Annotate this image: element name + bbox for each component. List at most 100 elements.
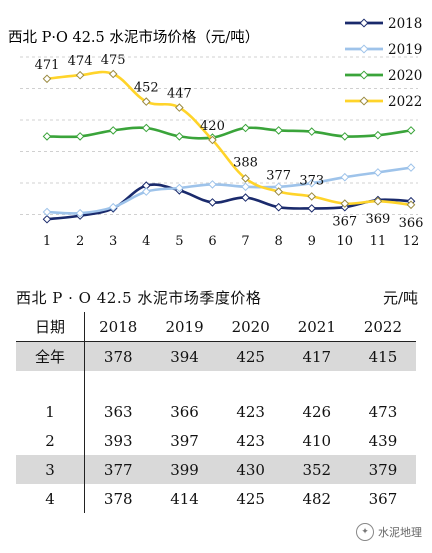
- table-cell: 379: [349, 455, 416, 484]
- data-point-2022-8: [274, 187, 283, 196]
- table-row-q4: 4 378 414 425 482 367: [16, 484, 416, 513]
- row-label: 3: [16, 455, 85, 484]
- data-point-2022-4: [141, 97, 151, 106]
- data-point-2019-5: [175, 183, 184, 193]
- data-point-2018-6: [208, 198, 217, 207]
- data-label-1: 471: [35, 58, 60, 73]
- data-point-2020-4: [141, 123, 151, 133]
- table-cell: 393: [103, 431, 133, 450]
- row-label: 2: [16, 426, 85, 455]
- x-tick-label: 3: [109, 234, 117, 249]
- data-point-2020-11: [373, 130, 383, 140]
- spacer-cell: [85, 371, 152, 397]
- data-point-2022-3: [108, 69, 118, 79]
- row-label: 全年: [16, 341, 85, 371]
- x-tick-label: 4: [142, 234, 150, 249]
- chart-legend: 2018 2019 2020 2022: [345, 16, 422, 110]
- x-tick-label: 11: [370, 234, 387, 249]
- data-label-6: 420: [200, 119, 225, 134]
- table-row-q3: 3 377 399 430 352 379: [16, 455, 416, 484]
- table-cell: 430: [217, 455, 284, 484]
- data-label-8: 377: [266, 169, 291, 184]
- table-cell: 410: [302, 431, 332, 450]
- x-tick-label: 10: [337, 234, 354, 249]
- x-tick-label: 1: [43, 234, 51, 249]
- table-title: 西北 P · O 42.5 水泥市场季度价格: [16, 289, 262, 307]
- data-label-12: 366: [399, 216, 424, 231]
- table-header-row: 日期 2018 2019 2020 2021 2022: [16, 312, 416, 342]
- legend-marker: [359, 18, 369, 28]
- x-tick-label: 2: [76, 234, 84, 249]
- table-cell: 482: [302, 489, 332, 508]
- data-point-2019-9: [307, 178, 317, 188]
- table-cell: 399: [151, 455, 218, 484]
- legend-label: 2022: [388, 94, 422, 110]
- data-point-2020-5: [175, 132, 184, 141]
- table-cell: 423: [236, 431, 265, 450]
- series-line-2019: [46, 166, 412, 215]
- table-cell: 439: [368, 431, 398, 450]
- table-cell: 415: [349, 341, 416, 371]
- data-point-2020-7: [241, 123, 250, 133]
- data-point-2019-3: [108, 202, 118, 212]
- data-label-10: 367: [332, 215, 357, 230]
- data-point-2022-11: [373, 196, 383, 206]
- quarterly-price-table: 日期 2018 2019 2020 2021 2022 全年 378 394 4…: [16, 312, 416, 513]
- legend-item-2019: 2019: [345, 42, 422, 58]
- table-cell: 397: [170, 431, 199, 450]
- header-2022: 2022: [349, 312, 416, 342]
- data-label-4: 452: [134, 81, 159, 96]
- data-point-2018-7: [241, 193, 250, 202]
- table-row-q1: 1 363 366 423 426 473: [16, 397, 416, 426]
- legend-item-2022: 2022: [345, 94, 422, 110]
- x-tick-label: 7: [241, 234, 249, 249]
- table-spacer-row: [16, 371, 416, 397]
- data-point-2022-9: [307, 192, 317, 201]
- x-tick-label: 12: [403, 234, 420, 249]
- data-point-2019-11: [373, 168, 383, 177]
- legend-marker: [359, 96, 369, 106]
- header-2018: 2018: [84, 312, 152, 342]
- table-cell: 417: [283, 341, 350, 371]
- data-point-2022-2: [75, 70, 85, 80]
- table-cell: 425: [217, 341, 284, 371]
- chart-x-axis: 1 2 3 4 5 6 7 8 9 10 11 12: [43, 234, 419, 249]
- legend-item-2020: 2020: [345, 68, 422, 84]
- header-date: 日期: [16, 312, 85, 342]
- legend-label: 2020: [388, 68, 422, 84]
- spacer-cell: [350, 371, 416, 397]
- table-cell: 473: [368, 402, 398, 421]
- data-point-2018-8: [274, 202, 283, 212]
- data-label-3: 475: [101, 53, 126, 68]
- data-point-2019-12: [406, 163, 416, 172]
- data-point-2019-6: [208, 180, 217, 189]
- table-cell: 378: [103, 489, 133, 508]
- data-point-2022-5: [175, 103, 184, 112]
- data-point-2022-12: [406, 200, 416, 210]
- data-label-5: 447: [167, 87, 192, 102]
- wechat-icon: ✦: [356, 523, 374, 541]
- table-cell: 425: [236, 489, 265, 508]
- chart-series: [42, 69, 416, 224]
- spacer-cell: [151, 371, 217, 397]
- data-point-2019-10: [340, 172, 350, 182]
- series-line-2020: [46, 126, 412, 140]
- table-row-q2: 2 393 397 423 410 439: [16, 426, 416, 455]
- legend-marker: [359, 70, 369, 80]
- legend-label: 2019: [388, 42, 422, 58]
- table-cell: 378: [84, 341, 152, 371]
- chart-data-labels: 471 474 475 452 447 420 388 377 373 367 369 366: [35, 53, 424, 231]
- x-tick-label: 6: [208, 234, 216, 249]
- watermark: ✦ 水泥地理: [356, 523, 422, 541]
- spacer-cell: [218, 371, 284, 397]
- series-2019: [42, 163, 416, 218]
- data-point-2022-1: [42, 74, 52, 84]
- table-cell: 367: [368, 489, 398, 508]
- table-cell: 414: [170, 489, 199, 508]
- data-point-2022-7: [241, 174, 250, 183]
- data-label-9: 373: [299, 173, 324, 188]
- data-point-2020-1: [42, 132, 52, 141]
- data-label-2: 474: [68, 54, 93, 69]
- row-label: 4: [16, 484, 85, 513]
